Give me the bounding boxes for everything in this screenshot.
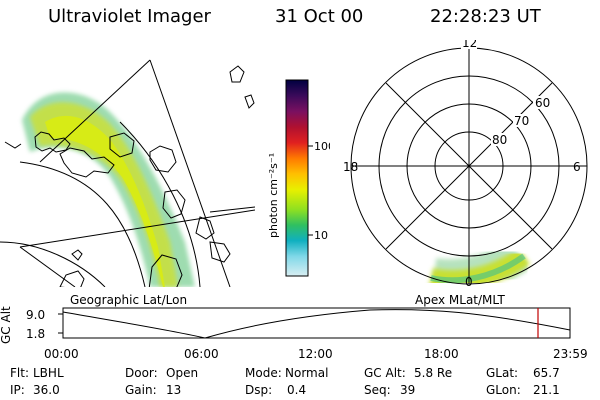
lat-label-80: 80 [492, 133, 507, 147]
coastlines [4, 65, 255, 287]
aurora-geo-core [45, 115, 165, 287]
mlt-label-18: 18 [343, 160, 358, 174]
status-glon-key: GLon: [486, 383, 521, 397]
mlt-label-12: 12 [462, 40, 477, 50]
timeline-ytick-9: 9.0 [26, 308, 45, 322]
status-glon-value: 21.1 [533, 383, 560, 397]
timeline-xtick-0000: 00:00 [44, 347, 79, 361]
mlt-label-0: 0 [465, 275, 473, 289]
timeline-xtick-2359: 23:59 [553, 347, 588, 361]
colorbar-unit-label: photon cm⁻²s⁻¹ [267, 153, 280, 238]
status-door-key: Door: [125, 366, 158, 380]
lat-label-80-bg [491, 133, 509, 146]
lat-label-60-bg [533, 96, 551, 109]
altitude-timeline: GC Alt 9.0 1.8 [0, 306, 571, 344]
status-seq-value: 39 [400, 383, 416, 397]
timeline-ytick-1-8: 1.8 [26, 327, 45, 341]
timeline-right-caption: Apex MLat/MLT [415, 293, 505, 307]
timeline-axis-label: GC Alt [0, 306, 13, 344]
lat-lon-grid [0, 59, 255, 287]
status-glat-value: 65.7 [533, 366, 560, 380]
colorbar-gradient [285, 79, 309, 277]
polar-plot: 12 18 6 0 60 70 80 [343, 40, 588, 290]
colorbar-tick-100: 100 [314, 140, 330, 153]
timeline-frame [62, 307, 571, 339]
mlt-label-12-bg [461, 40, 477, 49]
status-mode-value: Normal [285, 366, 329, 380]
lat-label-70: 70 [514, 114, 529, 128]
timeline-xtick-0600: 06:00 [184, 347, 219, 361]
colorbar: 100 10 photon cm⁻²s⁻¹ [267, 79, 330, 277]
lat-label-60: 60 [535, 96, 550, 110]
timeline-left-caption: Geographic Lat/Lon [70, 293, 188, 307]
status-door-value: Open [166, 366, 199, 380]
status-mode-key: Mode: [245, 366, 282, 380]
status-gcalt-key: GC Alt: [364, 366, 406, 380]
time-label: 22:28:23 UT [430, 6, 541, 27]
status-seq-key: Seq: [364, 383, 391, 397]
colorbar-tick-10: 10 [314, 229, 328, 242]
geographic-map [0, 59, 255, 287]
status-ip-key: IP: [10, 383, 25, 397]
status-flt-value: LBHL [33, 366, 64, 380]
status-flt-key: Flt: [10, 366, 29, 380]
status-gcalt-value: 5.8 Re [414, 366, 453, 380]
status-gain-key: Gain: [125, 383, 157, 397]
mlt-label-6: 6 [573, 160, 581, 174]
status-dsp-value: 0.4 [287, 383, 307, 397]
status-gain-value: 13 [166, 383, 182, 397]
status-ip-value: 36.0 [33, 383, 60, 397]
status-dsp-key: Dsp: [245, 383, 273, 397]
timeline-xtick-1200: 12:00 [298, 347, 333, 361]
status-glat-key: GLat: [486, 366, 519, 380]
date-label: 31 Oct 00 [275, 6, 364, 27]
polar-grid [350, 47, 588, 285]
lat-label-70-bg [513, 114, 531, 127]
aurora-polar-core [430, 253, 526, 284]
altitude-curve [62, 309, 571, 339]
instrument-title: Ultraviolet Imager [48, 6, 211, 27]
timeline-xtick-1800: 18:00 [424, 347, 459, 361]
